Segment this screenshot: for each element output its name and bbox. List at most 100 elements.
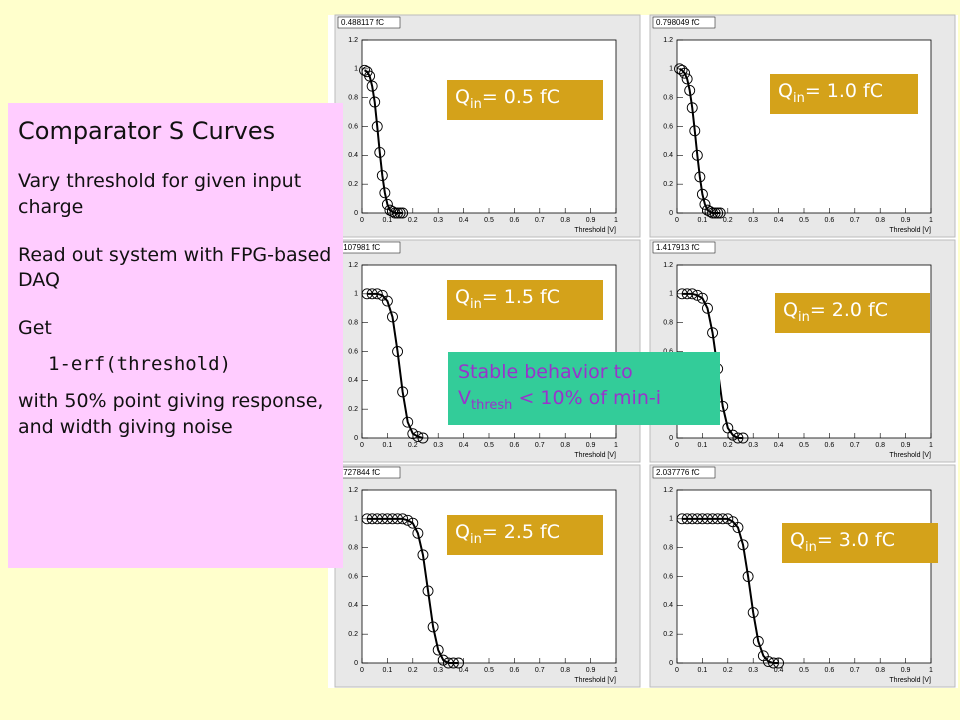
data-point — [737, 539, 749, 551]
data-point — [381, 295, 393, 307]
fit-line — [679, 67, 721, 214]
data-point — [389, 207, 401, 219]
data-point — [402, 514, 414, 526]
y-tick-label: 0.4 — [348, 152, 358, 159]
x-tick-label: 0.2 — [408, 217, 418, 224]
data-point — [684, 85, 696, 96]
chart-title: .727844 fC — [341, 468, 380, 477]
y-tick-label: 0 — [669, 210, 673, 217]
chart-title: .107981 fC — [341, 243, 380, 252]
y-tick-label: 0.2 — [663, 631, 673, 638]
y-tick-label: 0 — [354, 210, 358, 217]
data-point — [412, 527, 424, 539]
note: Stable behavior to Vthresh < 10% of min-… — [448, 352, 720, 425]
x-tick-label: 0.4 — [459, 667, 469, 674]
y-tick-label: 0.4 — [348, 377, 358, 384]
data-point — [422, 585, 434, 597]
data-point — [366, 80, 378, 92]
y-tick-label: 0.6 — [663, 123, 673, 130]
x-axis-label: Threshold [V] — [574, 452, 616, 459]
y-tick-label: 0.6 — [663, 348, 673, 355]
data-point — [371, 121, 383, 132]
data-point — [432, 644, 444, 656]
label-sub: in — [804, 539, 817, 555]
x-tick-label: 1 — [614, 217, 618, 224]
chart-title: 2.037776 fC — [656, 468, 700, 477]
paragraph: with 50% point giving response, and widt… — [18, 390, 324, 438]
data-point — [453, 657, 464, 669]
y-tick-label: 0.2 — [348, 181, 358, 188]
data-point — [417, 432, 429, 444]
data-point — [679, 67, 691, 79]
label-sub: in — [469, 296, 482, 312]
y-tick-label: 1 — [669, 291, 673, 298]
sidebar-title: Comparator S Curves — [18, 117, 276, 145]
x-tick-label: 0.8 — [560, 442, 570, 449]
data-point — [722, 422, 734, 434]
charge-label: Qin= 2.0 fC — [775, 293, 930, 333]
data-point — [712, 207, 724, 219]
data-point — [722, 513, 734, 525]
data-point — [371, 288, 383, 300]
label-text: = 1.5 fC — [481, 286, 560, 308]
y-tick-label: 0.6 — [348, 348, 358, 355]
x-tick-label: 0.5 — [484, 667, 494, 674]
label-text: = 2.5 fC — [481, 521, 560, 543]
x-tick-label: 0.8 — [560, 667, 570, 674]
y-tick-label: 1.2 — [663, 37, 673, 44]
x-tick-label: 0 — [360, 667, 364, 674]
y-tick-label: 0.8 — [348, 320, 358, 327]
label-symbol: Q — [778, 80, 793, 102]
x-tick-label: 0.8 — [875, 442, 885, 449]
charge-label: Qin= 0.5 fC — [447, 80, 603, 120]
x-tick-label: 1 — [929, 217, 933, 224]
x-tick-label: 1 — [929, 667, 933, 674]
x-tick-label: 1 — [929, 442, 933, 449]
x-tick-label: 0.4 — [459, 217, 469, 224]
data-point — [374, 146, 386, 158]
data-point — [737, 432, 749, 444]
label-symbol: Q — [783, 299, 798, 321]
data-point — [696, 292, 708, 304]
note-sub: thresh — [471, 397, 513, 413]
x-tick-label: 0.9 — [901, 442, 911, 449]
data-point — [412, 431, 424, 443]
y-tick-label: 0.4 — [663, 602, 673, 609]
data-point — [742, 571, 754, 582]
x-tick-label: 0 — [675, 667, 679, 674]
data-point — [768, 657, 779, 669]
x-tick-label: 0.3 — [748, 217, 758, 224]
frame — [361, 39, 617, 214]
x-tick-label: 0.5 — [484, 217, 494, 224]
note-symbol: V — [458, 386, 471, 409]
title-box — [652, 16, 716, 29]
y-tick-label: 1.2 — [348, 487, 358, 494]
x-tick-label: 0.7 — [850, 667, 860, 674]
chart-title: 0.488117 fC — [341, 18, 384, 27]
charge-label: Qin= 1.5 fC — [447, 280, 603, 320]
x-tick-label: 0.3 — [433, 667, 443, 674]
y-tick-label: 1.2 — [663, 262, 673, 269]
chart-title: 0.798049 fC — [656, 18, 700, 27]
data-point — [381, 198, 393, 210]
data-point — [699, 198, 711, 210]
note-line: Stable behavior to — [458, 361, 633, 383]
x-tick-label: 0.2 — [408, 442, 418, 449]
y-tick-label: 0.2 — [348, 631, 358, 638]
data-point — [407, 517, 419, 529]
x-tick-label: 0.7 — [535, 217, 545, 224]
y-tick-label: 0.2 — [663, 181, 673, 188]
y-tick-label: 0 — [669, 435, 673, 442]
y-tick-label: 0.6 — [348, 573, 358, 580]
y-tick-label: 1.2 — [348, 262, 358, 269]
x-tick-label: 0.1 — [698, 442, 708, 449]
data-point — [686, 288, 698, 300]
x-tick-label: 0.9 — [586, 442, 596, 449]
data-point — [686, 102, 698, 114]
y-tick-label: 0.4 — [663, 152, 673, 159]
paragraph: Get — [18, 316, 52, 339]
x-tick-label: 0.2 — [723, 667, 733, 674]
data-point — [702, 302, 713, 314]
data-point — [709, 207, 721, 219]
data-point — [402, 416, 414, 428]
